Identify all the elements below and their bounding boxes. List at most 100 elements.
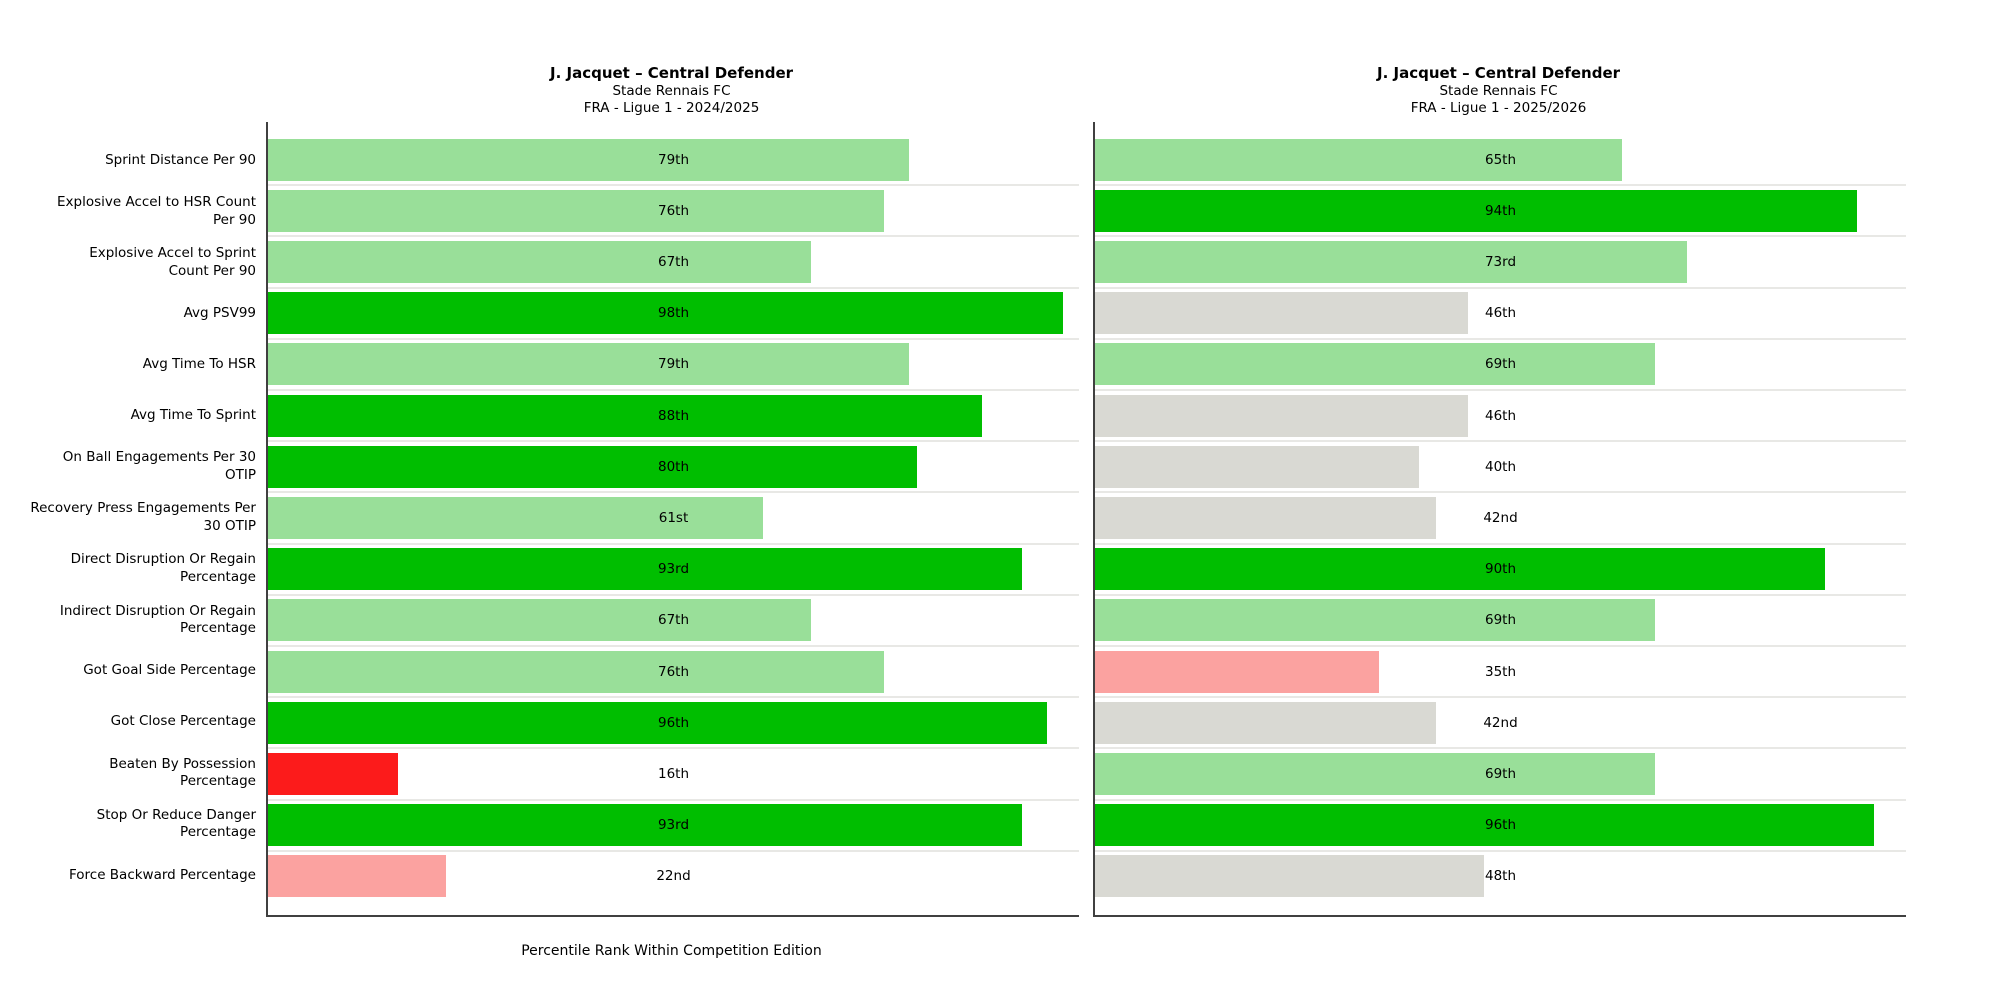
- percentile-value-label: 76th: [657, 663, 690, 680]
- bar-row: 69th: [1095, 593, 1906, 645]
- percentile-bar: [268, 548, 1023, 591]
- bar-row: 88th: [268, 389, 1079, 440]
- percentile-value-label: 98th: [657, 305, 690, 322]
- bar-row: 67th: [268, 593, 1079, 645]
- bar-rows-left: 79th 76th 67th 98th 79th 88th 80th 61st 93rd 67th…: [268, 135, 1079, 901]
- category-label: Got Close Percentage: [110, 713, 256, 730]
- percentile-value-label: 69th: [1484, 766, 1517, 783]
- percentile-value-label: 67th: [657, 612, 690, 629]
- percentile-value-label: 79th: [657, 151, 690, 168]
- percentile-value-label: 69th: [1484, 356, 1517, 373]
- percentile-value-label: 69th: [1484, 612, 1517, 629]
- player-title: J. Jacquet – Central Defender: [549, 64, 794, 82]
- percentile-value-label: 40th: [1484, 458, 1517, 475]
- bar-row: 48th: [1095, 849, 1906, 901]
- bar-row: 35th: [1095, 645, 1906, 696]
- percentile-bar: [1095, 855, 1485, 898]
- percentile-bar: [268, 241, 812, 283]
- bar-row: 96th: [1095, 798, 1906, 850]
- chart-title-left: J. Jacquet – Central Defender Stade Renn…: [266, 64, 1077, 118]
- percentile-bar: [1095, 241, 1688, 283]
- percentile-bar: [1095, 753, 1655, 796]
- bar-row: 46th: [1095, 389, 1906, 440]
- percentile-value-label: 35th: [1484, 663, 1517, 680]
- bar-row: 98th: [268, 286, 1079, 338]
- percentile-value-label: 93rd: [657, 561, 690, 578]
- percentile-bar: [268, 189, 885, 232]
- category-label: Avg PSV99: [183, 304, 256, 321]
- plot-area-left: 79th 76th 67th 98th 79th 88th 80th 61st 93rd 67th…: [266, 122, 1079, 917]
- category-label: Sprint Distance Per 90: [105, 151, 256, 168]
- percentile-bar: [1095, 548, 1825, 591]
- percentile-value-label: 65th: [1484, 151, 1517, 168]
- bar-row: 73rd: [1095, 235, 1906, 286]
- percentile-bar: [1095, 497, 1436, 540]
- percentile-bar: [1095, 394, 1469, 437]
- percentile-bar: [268, 599, 812, 642]
- bar-row: 79th: [268, 337, 1079, 389]
- percentile-bar: [1095, 599, 1655, 642]
- percentile-bar: [1095, 343, 1655, 386]
- percentile-value-label: 93rd: [657, 817, 690, 834]
- bar-row: 93rd: [268, 798, 1079, 850]
- category-label: Direct Disruption Or Regain Percentage: [70, 551, 256, 586]
- bar-row: 96th: [268, 696, 1079, 747]
- player-title: J. Jacquet – Central Defender: [1376, 64, 1621, 82]
- bar-row: 65th: [1095, 135, 1906, 184]
- bar-row: 90th: [1095, 542, 1906, 594]
- category-label: Got Goal Side Percentage: [83, 662, 256, 679]
- chart-title-right: J. Jacquet – Central Defender Stade Renn…: [1093, 64, 1904, 118]
- bar-row: 40th: [1095, 440, 1906, 491]
- bar-row: 42nd: [1095, 491, 1906, 542]
- percentile-value-label: 46th: [1484, 305, 1517, 322]
- percentile-value-label: 76th: [657, 202, 690, 219]
- percentile-bar: [268, 138, 909, 181]
- category-label: Indirect Disruption Or Regain Percentage: [59, 602, 256, 637]
- percentile-bar: [1095, 650, 1379, 693]
- percentile-bar: [1095, 189, 1858, 232]
- bar-row: 67th: [268, 235, 1079, 286]
- percentile-value-label: 16th: [657, 766, 690, 783]
- bar-row: 16th: [268, 747, 1079, 798]
- plot-area-right: 65th 94th 73rd 46th 69th 46th 40th 42nd 90th 69th…: [1093, 122, 1906, 917]
- bar-row: 69th: [1095, 337, 1906, 389]
- percentile-value-label: 73rd: [1484, 254, 1517, 270]
- category-labels-column: Sprint Distance Per 90 Explosive Accel to…: [0, 135, 256, 901]
- category-label: Avg Time To Sprint: [130, 407, 256, 424]
- percentile-value-label: 79th: [657, 356, 690, 373]
- category-label: On Ball Engagements Per 30 OTIP: [62, 449, 256, 483]
- category-label: Beaten By Possession Percentage: [109, 755, 256, 790]
- bar-row: 42nd: [1095, 696, 1906, 747]
- bar-row: 46th: [1095, 286, 1906, 338]
- percentile-bar: [268, 394, 982, 437]
- category-label: Recovery Press Engagements Per 30 OTIP: [30, 500, 256, 534]
- bar-row: 61st: [268, 491, 1079, 542]
- percentile-value-label: 42nd: [1483, 510, 1518, 527]
- category-label: Avg Time To HSR: [142, 356, 256, 372]
- percentile-bar: [268, 343, 909, 386]
- competition-subtitle: FRA - Ligue 1 - 2025/2026: [1410, 100, 1587, 117]
- category-label: Force Backward Percentage: [68, 866, 256, 883]
- bar-rows-right: 65th 94th 73rd 46th 69th 46th 40th 42nd 90th 69th…: [1095, 135, 1906, 901]
- percentile-value-label: 22nd: [656, 868, 691, 885]
- competition-subtitle: FRA - Ligue 1 - 2024/2025: [583, 100, 760, 117]
- percentile-value-label: 67th: [657, 254, 690, 270]
- percentile-value-label: 94th: [1484, 202, 1517, 219]
- percentile-bar: [268, 804, 1023, 847]
- percentile-value-label: 61st: [658, 510, 689, 527]
- axis-x-label: Percentile Rank Within Competition Editi…: [521, 943, 822, 959]
- percentile-value-label: 48th: [1484, 868, 1517, 885]
- percentile-bar: [268, 497, 763, 540]
- percentile-bar: [1095, 701, 1436, 744]
- percentile-bar: [1095, 292, 1469, 335]
- bar-row: 93rd: [268, 542, 1079, 594]
- percentile-bar: [268, 445, 917, 488]
- percentile-bar: [268, 753, 398, 796]
- team-subtitle: Stade Rennais FC: [612, 82, 731, 99]
- percentile-bar: [268, 855, 447, 898]
- percentile-value-label: 90th: [1484, 561, 1517, 578]
- category-label: Explosive Accel to HSR Count Per 90: [57, 194, 256, 228]
- percentile-value-label: 80th: [657, 458, 690, 475]
- category-label: Explosive Accel to Sprint Count Per 90: [89, 245, 256, 279]
